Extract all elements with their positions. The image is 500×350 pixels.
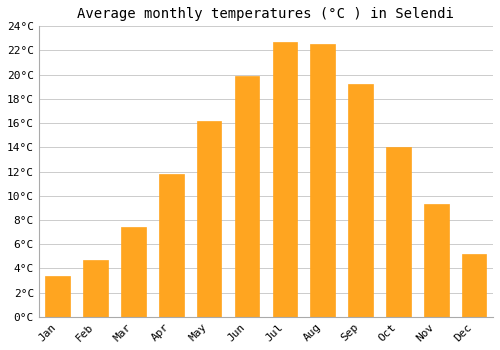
Bar — [424, 204, 448, 317]
Title: Average monthly temperatures (°C ) in Selendi: Average monthly temperatures (°C ) in Se… — [78, 7, 454, 21]
Bar — [46, 276, 70, 317]
Bar — [197, 121, 222, 317]
Bar — [386, 147, 410, 317]
Bar — [462, 254, 486, 317]
Bar — [84, 260, 108, 317]
Bar — [234, 76, 260, 317]
Bar — [310, 44, 335, 317]
Bar — [272, 42, 297, 317]
Bar — [348, 84, 373, 317]
Bar — [121, 227, 146, 317]
Bar — [159, 174, 184, 317]
